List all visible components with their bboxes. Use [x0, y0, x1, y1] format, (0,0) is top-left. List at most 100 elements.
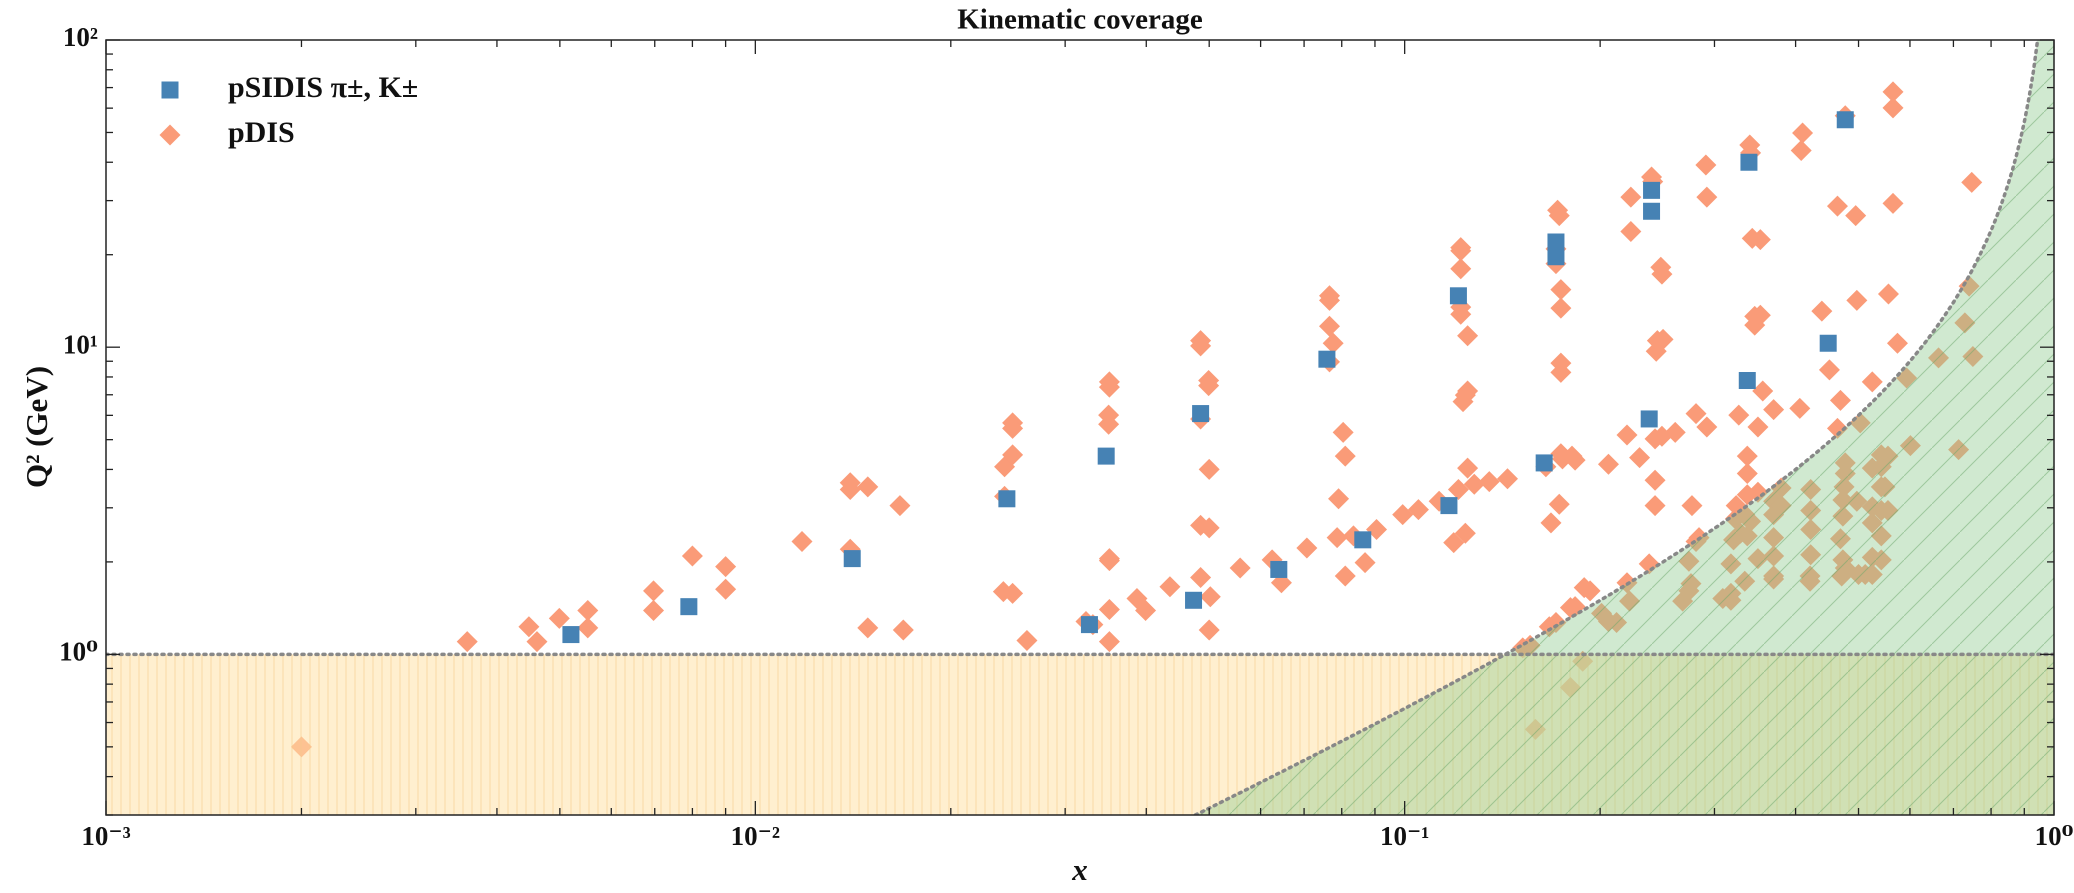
data-point — [1454, 522, 1476, 544]
data-point — [1322, 332, 1344, 354]
data-point — [715, 556, 737, 578]
legend-marker — [161, 81, 179, 99]
y-tick-label: 10² — [63, 22, 98, 52]
data-point — [1318, 350, 1336, 368]
data-point — [1450, 258, 1472, 280]
x-tick-label: 10⁻³ — [81, 821, 130, 851]
data-point — [1334, 565, 1356, 587]
data-point — [1664, 421, 1686, 443]
data-point — [548, 607, 570, 629]
data-point — [1882, 192, 1904, 214]
data-point — [1738, 372, 1756, 390]
data-point — [1443, 532, 1465, 554]
data-point — [1296, 537, 1318, 559]
data-point — [998, 490, 1016, 508]
legend: pSIDIS π±, K± pDIS — [159, 71, 418, 149]
data-point — [1564, 449, 1586, 471]
data-point — [1407, 499, 1429, 521]
data-point — [1540, 512, 1562, 534]
data-point — [562, 626, 580, 644]
data-point — [1548, 493, 1570, 515]
data-point — [1198, 619, 1220, 641]
data-point — [1002, 417, 1024, 439]
data-point — [1725, 495, 1747, 517]
data-point — [1318, 315, 1340, 337]
data-point — [1550, 297, 1572, 319]
data-point — [715, 578, 737, 600]
data-point — [1882, 97, 1904, 119]
data-point — [1826, 195, 1848, 217]
data-point — [1326, 527, 1348, 549]
data-point — [892, 619, 914, 641]
data-point — [1457, 380, 1479, 402]
data-point — [1192, 405, 1210, 423]
data-point — [1159, 576, 1181, 598]
data-point — [1198, 458, 1220, 480]
data-point — [1846, 289, 1868, 311]
data-point — [1334, 445, 1356, 467]
data-point — [889, 495, 911, 517]
x-tick-label: 10⁰ — [2035, 821, 2074, 851]
data-point — [1098, 376, 1120, 398]
data-point — [1547, 233, 1565, 251]
data-point — [843, 550, 861, 568]
data-point — [1199, 586, 1221, 608]
data-point — [1640, 410, 1658, 428]
data-point — [1790, 139, 1812, 161]
data-point — [1535, 454, 1553, 472]
data-point — [643, 580, 665, 602]
data-point — [1792, 122, 1814, 144]
data-point — [1696, 186, 1718, 208]
data-point — [1229, 557, 1251, 579]
data-point — [1736, 462, 1758, 484]
data-point — [1644, 495, 1666, 517]
data-point — [1845, 205, 1867, 227]
data-point — [1198, 375, 1220, 397]
data-point — [1318, 289, 1340, 311]
data-point — [1354, 531, 1372, 549]
data-point — [1198, 517, 1220, 539]
regions-layer — [106, 40, 2054, 815]
data-point — [1463, 473, 1485, 495]
y-tick-label: 10¹ — [63, 329, 98, 359]
legend-marker — [159, 124, 181, 146]
data-point — [1696, 416, 1718, 438]
data-point — [1098, 404, 1120, 426]
legend-label: pDIS — [228, 116, 295, 149]
data-point — [1579, 580, 1601, 602]
data-point — [1550, 361, 1572, 383]
data-point — [1818, 359, 1840, 381]
data-point — [456, 631, 478, 653]
data-point — [1478, 471, 1500, 493]
data-point — [1449, 287, 1467, 305]
data-point — [839, 479, 861, 501]
data-point — [577, 617, 599, 639]
data-point — [577, 599, 599, 621]
data-point — [1457, 325, 1479, 347]
data-point — [518, 616, 540, 638]
data-point — [1098, 550, 1120, 572]
data-point — [1597, 453, 1619, 475]
data-point — [1829, 389, 1851, 411]
data-point — [1002, 444, 1024, 466]
axes-layer: 10⁻³ 10⁻² 10⁻¹ 10⁰ 10⁰ 10¹ 10² — [59, 22, 2073, 851]
data-point — [857, 617, 879, 639]
data-point — [857, 476, 879, 498]
data-point — [1620, 221, 1642, 243]
data-point — [1616, 424, 1638, 446]
data-point — [526, 631, 548, 653]
data-point — [1098, 598, 1120, 620]
data-point — [1135, 599, 1157, 621]
data-point — [1457, 457, 1479, 479]
data-point — [1447, 479, 1469, 501]
data-point — [1644, 469, 1666, 491]
data-point — [1749, 229, 1771, 251]
data-point — [1098, 631, 1120, 653]
data-point — [1392, 504, 1414, 526]
data-point — [1752, 380, 1774, 402]
data-point — [1749, 304, 1771, 326]
data-point — [1332, 421, 1354, 443]
w2-cut-line — [1193, 40, 2040, 815]
data-point — [1740, 153, 1758, 171]
